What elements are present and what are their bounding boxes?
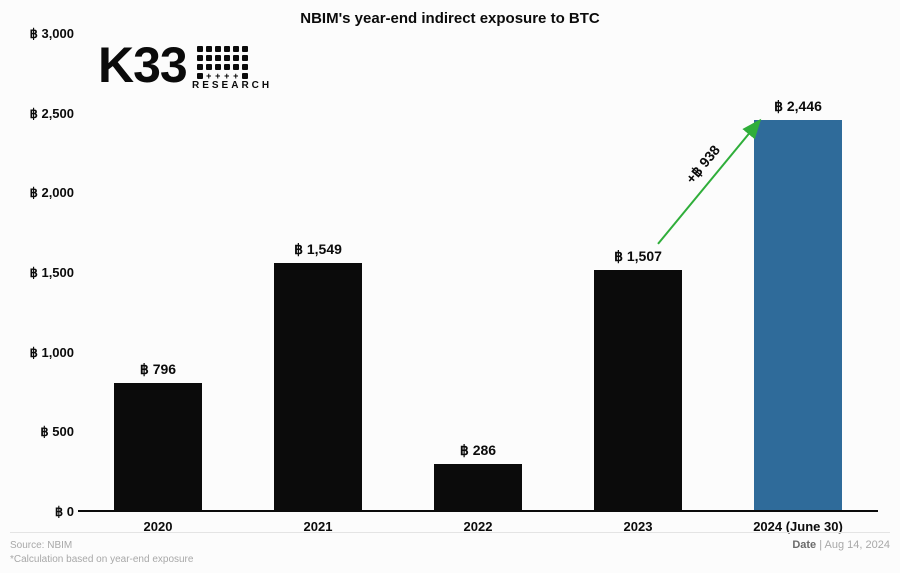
bar-value-label: ฿ 2,446 <box>754 98 842 115</box>
bar-value-label: ฿ 1,507 <box>594 248 682 265</box>
y-tick-label: ฿ 500 <box>22 424 74 440</box>
bar-value-label: ฿ 286 <box>434 442 522 459</box>
y-tick-label: ฿ 2,500 <box>22 106 74 122</box>
y-tick-label: ฿ 3,000 <box>22 26 74 42</box>
bar: ฿ 1,507 <box>594 270 682 510</box>
bar-rect <box>754 120 842 510</box>
bar: ฿ 286 <box>434 464 522 510</box>
bar-rect <box>594 270 682 510</box>
bar-rect <box>114 383 202 510</box>
bar: ฿ 1,549 <box>274 263 362 510</box>
callout-label: +฿ 938 <box>683 142 724 187</box>
note-line: *Calculation based on year-end exposure <box>10 553 193 567</box>
chart-footer: Source: NBIM *Calculation based on year-… <box>10 532 890 567</box>
chart-title: NBIM's year-end indirect exposure to BTC <box>0 10 900 27</box>
bar-value-label: ฿ 1,549 <box>274 241 362 258</box>
chart-container: NBIM's year-end indirect exposure to BTC… <box>0 0 900 573</box>
date-label: Date <box>792 539 816 551</box>
bar: ฿ 796 <box>114 383 202 510</box>
footer-source: Source: NBIM *Calculation based on year-… <box>10 539 193 567</box>
plot-area: ฿ 0฿ 500฿ 1,000฿ 1,500฿ 2,000฿ 2,500฿ 3,… <box>78 34 878 512</box>
y-tick-label: ฿ 2,000 <box>22 185 74 201</box>
bar-rect <box>434 464 522 510</box>
y-tick-label: ฿ 1,500 <box>22 265 74 281</box>
y-tick-label: ฿ 0 <box>22 504 74 520</box>
date-value: Aug 14, 2024 <box>825 539 890 551</box>
bar-rect <box>274 263 362 510</box>
bar: ฿ 2,446 <box>754 120 842 510</box>
footer-date: Date | Aug 14, 2024 <box>792 539 890 551</box>
x-axis-line <box>78 510 878 512</box>
bar-value-label: ฿ 796 <box>114 361 202 378</box>
y-tick-label: ฿ 1,000 <box>22 345 74 361</box>
source-line: Source: NBIM <box>10 539 193 553</box>
